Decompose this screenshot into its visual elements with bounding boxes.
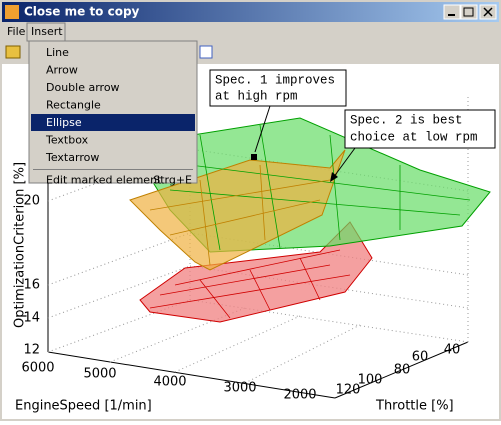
minimize-button[interactable] xyxy=(443,4,461,20)
menu-shortcut: Strg+E xyxy=(153,174,192,187)
surface-mesh xyxy=(149,124,471,319)
y-tick-label: 40 xyxy=(444,343,461,358)
annotation-text: Spec. 2 is best xyxy=(350,113,463,127)
app-icon xyxy=(5,5,19,19)
y-tick-label: 120 xyxy=(336,383,361,398)
menu-item[interactable]: Arrow xyxy=(46,64,78,77)
menu-file[interactable]: File xyxy=(7,25,26,38)
z-tick-label: 16 xyxy=(23,278,40,293)
window-title: Close me to copy xyxy=(24,5,140,19)
menu-item[interactable]: Textbox xyxy=(45,134,89,147)
menu-item[interactable]: Textarrow xyxy=(45,151,99,164)
insert-dropdown: Line Arrow Double arrow Rectangle Ellipse Tex… xyxy=(28,40,198,187)
toolbar-icon[interactable] xyxy=(199,45,213,59)
z-tick-label: 20 xyxy=(23,194,40,209)
menu-item[interactable]: Line xyxy=(46,46,69,59)
annotation-arrow xyxy=(332,147,356,179)
annotation-text: at high rpm xyxy=(215,89,298,103)
arrow-head xyxy=(330,172,338,182)
menu-item[interactable]: Ellipse xyxy=(46,116,82,129)
z-tick-label: 14 xyxy=(23,311,40,326)
open-icon[interactable] xyxy=(5,45,21,59)
y-axis-label: Throttle [%] xyxy=(375,399,454,414)
y-tick-label: 80 xyxy=(394,363,411,378)
menu-item[interactable]: Edit marked element xyxy=(46,174,162,187)
annotation-box xyxy=(344,109,496,149)
surface-red xyxy=(139,221,373,323)
annotation-text: choice at low rpm xyxy=(350,130,478,144)
x-tick-label: 2000 xyxy=(283,388,316,403)
menu-item-highlight xyxy=(31,114,195,131)
menu-item[interactable]: Rectangle xyxy=(46,99,101,112)
annotation-text: Spec. 1 improves xyxy=(215,73,335,87)
annotation-arrow xyxy=(254,105,271,153)
x-tick-label: 3000 xyxy=(223,381,256,396)
close-glyph xyxy=(483,7,493,17)
annotation-box xyxy=(209,69,347,107)
y-tick-label: 60 xyxy=(412,350,429,365)
menu-insert[interactable]: Insert xyxy=(31,25,63,38)
maximize-button[interactable] xyxy=(460,4,478,20)
title-bar xyxy=(2,2,499,22)
maximize-glyph xyxy=(463,7,474,17)
menu-item[interactable]: Double arrow xyxy=(46,81,120,94)
z-tick-label: 12 xyxy=(23,343,40,358)
x-tick-label: 4000 xyxy=(153,375,186,390)
x-axis-label: EngineSpeed [1/min] xyxy=(15,399,152,414)
surface-orange xyxy=(129,149,346,271)
x-tick-label: 5000 xyxy=(83,367,116,382)
z-axis-label: OptimizationCriterion [%] xyxy=(13,162,28,328)
menu-bar xyxy=(2,23,499,41)
x-tick-label: 6000 xyxy=(21,361,54,376)
y-tick-label: 100 xyxy=(358,373,383,388)
window-buttons xyxy=(443,4,497,20)
dropdown-panel xyxy=(28,40,198,184)
annotation-marker xyxy=(251,154,257,160)
